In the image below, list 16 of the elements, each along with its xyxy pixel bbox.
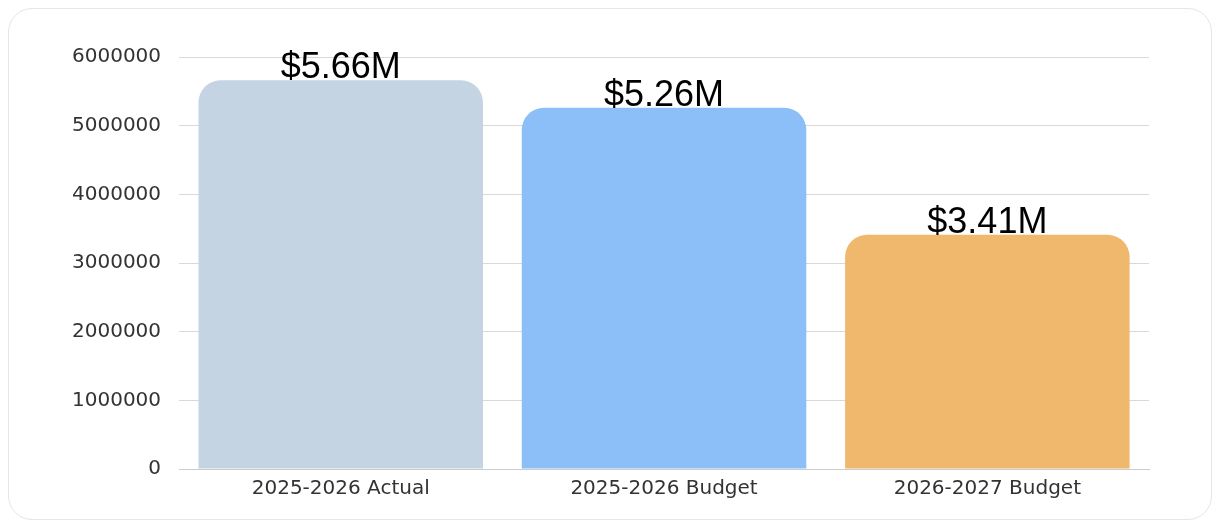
y-tick-label: 0	[148, 455, 162, 480]
x-tick-label: 2025-2026 Actual	[251, 475, 430, 500]
y-tick-label: 4000000	[71, 180, 162, 205]
data-label: $5.26M	[604, 72, 725, 114]
x-tick-label: 2026-2027 Budget	[893, 475, 1082, 500]
y-tick-label: 1000000	[71, 386, 162, 411]
bar	[845, 234, 1130, 469]
x-tick-label: 2025-2026 Budget	[570, 475, 758, 500]
data-label: $3.41M	[927, 199, 1048, 241]
data-label: $5.66M	[280, 45, 401, 87]
bar	[198, 80, 483, 469]
y-tick-label: 2000000	[71, 317, 162, 342]
y-tick-label: 3000000	[71, 249, 162, 274]
y-tick-label: 6000000	[71, 43, 162, 68]
y-tick-label: 5000000	[71, 111, 162, 136]
bar	[521, 107, 807, 469]
